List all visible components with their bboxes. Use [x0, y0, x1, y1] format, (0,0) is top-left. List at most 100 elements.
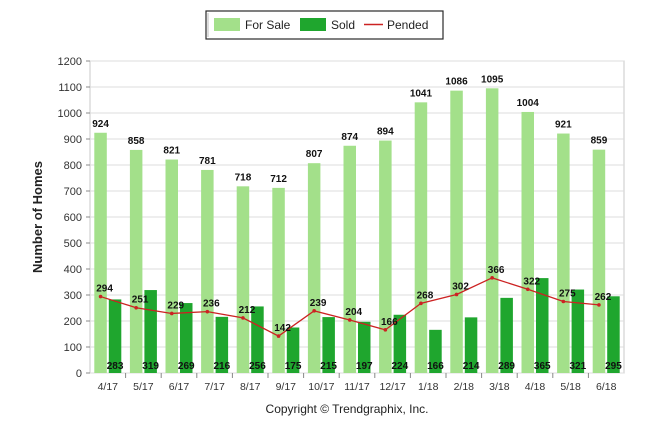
bar-sold [358, 321, 371, 373]
y-tick-label: 500 [64, 238, 82, 250]
bar-for-sale [485, 88, 499, 374]
x-tick-label: 6/17 [169, 381, 190, 393]
bar-for-sale [414, 102, 428, 373]
label-pended: 294 [96, 284, 113, 295]
label-for-sale: 859 [591, 136, 608, 147]
bar-sold [500, 297, 513, 373]
label-for-sale: 718 [235, 172, 252, 183]
label-pended: 142 [274, 323, 291, 334]
y-tick-label: 1100 [58, 82, 82, 94]
label-sold: 214 [463, 361, 480, 372]
pended-point [241, 316, 245, 320]
bar-sold [429, 329, 442, 373]
bar-for-sale [450, 90, 463, 373]
y-tick-label: 800 [64, 160, 82, 172]
x-tick-label: 5/18 [560, 381, 581, 393]
label-pended: 268 [417, 290, 434, 301]
label-for-sale: 921 [555, 120, 572, 131]
bar-sold [464, 317, 478, 373]
label-for-sale: 821 [163, 146, 180, 157]
label-sold: 175 [285, 361, 302, 372]
y-axis-label: Number of Homes [30, 161, 45, 273]
label-sold: 283 [107, 361, 124, 372]
label-pended: 204 [345, 307, 362, 318]
bars [94, 88, 620, 374]
bar-for-sale [592, 149, 606, 373]
pended-point [419, 301, 423, 306]
label-pended: 251 [132, 295, 149, 306]
pended-point [454, 292, 459, 297]
label-sold: 289 [498, 361, 515, 372]
label-pended: 275 [559, 289, 576, 300]
bar-for-sale [94, 132, 107, 373]
label-sold: 215 [320, 361, 337, 372]
pended-point [276, 334, 281, 338]
legend-label-for-sale: For Sale [245, 18, 291, 32]
pended-point [98, 294, 103, 299]
label-for-sale: 894 [377, 127, 394, 138]
x-tick-label: 5/17 [133, 381, 154, 393]
copyright-footer: Copyright © Trendgraphix, Inc. [266, 402, 429, 416]
label-for-sale: 924 [92, 119, 109, 130]
y-tick-label: 0 [76, 368, 82, 380]
bar-sold [607, 296, 620, 373]
label-sold: 166 [427, 361, 444, 372]
bar-sold [322, 317, 335, 373]
x-axis: 4/17 5/17 6/17 7/17 8/17 9/17 10/17 11/17 12/17 1… [98, 373, 617, 393]
bar-for-sale [165, 159, 178, 373]
label-sold: 256 [249, 361, 266, 372]
x-tick-label: 12/17 [379, 381, 405, 393]
x-tick-label: 3/18 [489, 381, 510, 393]
legend: For Sale Sold Pended [205, 10, 444, 40]
y-tick-label: 1200 [58, 56, 82, 68]
label-sold: 321 [570, 361, 587, 372]
y-tick-label: 400 [64, 264, 82, 276]
y-tick-label: 100 [64, 342, 82, 354]
bar-sold [215, 316, 229, 373]
legend-label-sold: Sold [331, 18, 355, 32]
label-sold: 365 [534, 361, 551, 372]
label-for-sale: 1041 [410, 88, 433, 99]
label-for-sale: 807 [306, 149, 323, 160]
y-tick-label: 300 [64, 290, 82, 302]
label-sold: 224 [392, 361, 409, 372]
bar-sold [180, 303, 193, 373]
bar-sold [286, 327, 300, 373]
pended-point [134, 305, 138, 310]
pended-point [205, 309, 210, 314]
pended-point [383, 328, 388, 332]
label-sold: 295 [605, 361, 622, 372]
label-sold: 197 [356, 361, 373, 372]
bar-for-sale [307, 163, 321, 373]
pended-line [98, 276, 601, 338]
pended-point [312, 309, 316, 313]
bar-for-sale [557, 133, 570, 373]
x-tick-label: 4/18 [525, 381, 546, 393]
pended-point [169, 311, 174, 316]
value-labels: 924 283 858 319 821 269 781 216 718 256 712 175 807 2… [92, 74, 622, 372]
x-tick-label: 6/18 [596, 381, 617, 393]
label-pended: 239 [310, 298, 327, 309]
label-pended: 322 [523, 276, 540, 287]
bar-for-sale [521, 111, 534, 374]
x-tick-label: 9/17 [276, 381, 297, 393]
bar-for-sale [343, 145, 356, 373]
gridlines [89, 60, 625, 374]
legend-swatch-for-sale [214, 18, 240, 31]
y-tick-label: 700 [64, 186, 82, 198]
x-tick-label: 10/17 [308, 381, 334, 393]
label-for-sale: 1086 [445, 77, 468, 88]
bar-sold [108, 299, 122, 373]
legend-swatch-sold [300, 18, 326, 31]
pended-point [525, 287, 530, 292]
label-for-sale: 1004 [517, 98, 540, 109]
y-tick-label: 200 [64, 316, 82, 328]
label-pended: 262 [595, 292, 612, 303]
label-sold: 216 [214, 361, 231, 372]
label-pended: 166 [381, 317, 398, 328]
label-pended: 302 [452, 281, 469, 292]
pended-point [561, 299, 566, 304]
label-pended: 236 [203, 299, 220, 310]
label-for-sale: 858 [128, 136, 145, 147]
